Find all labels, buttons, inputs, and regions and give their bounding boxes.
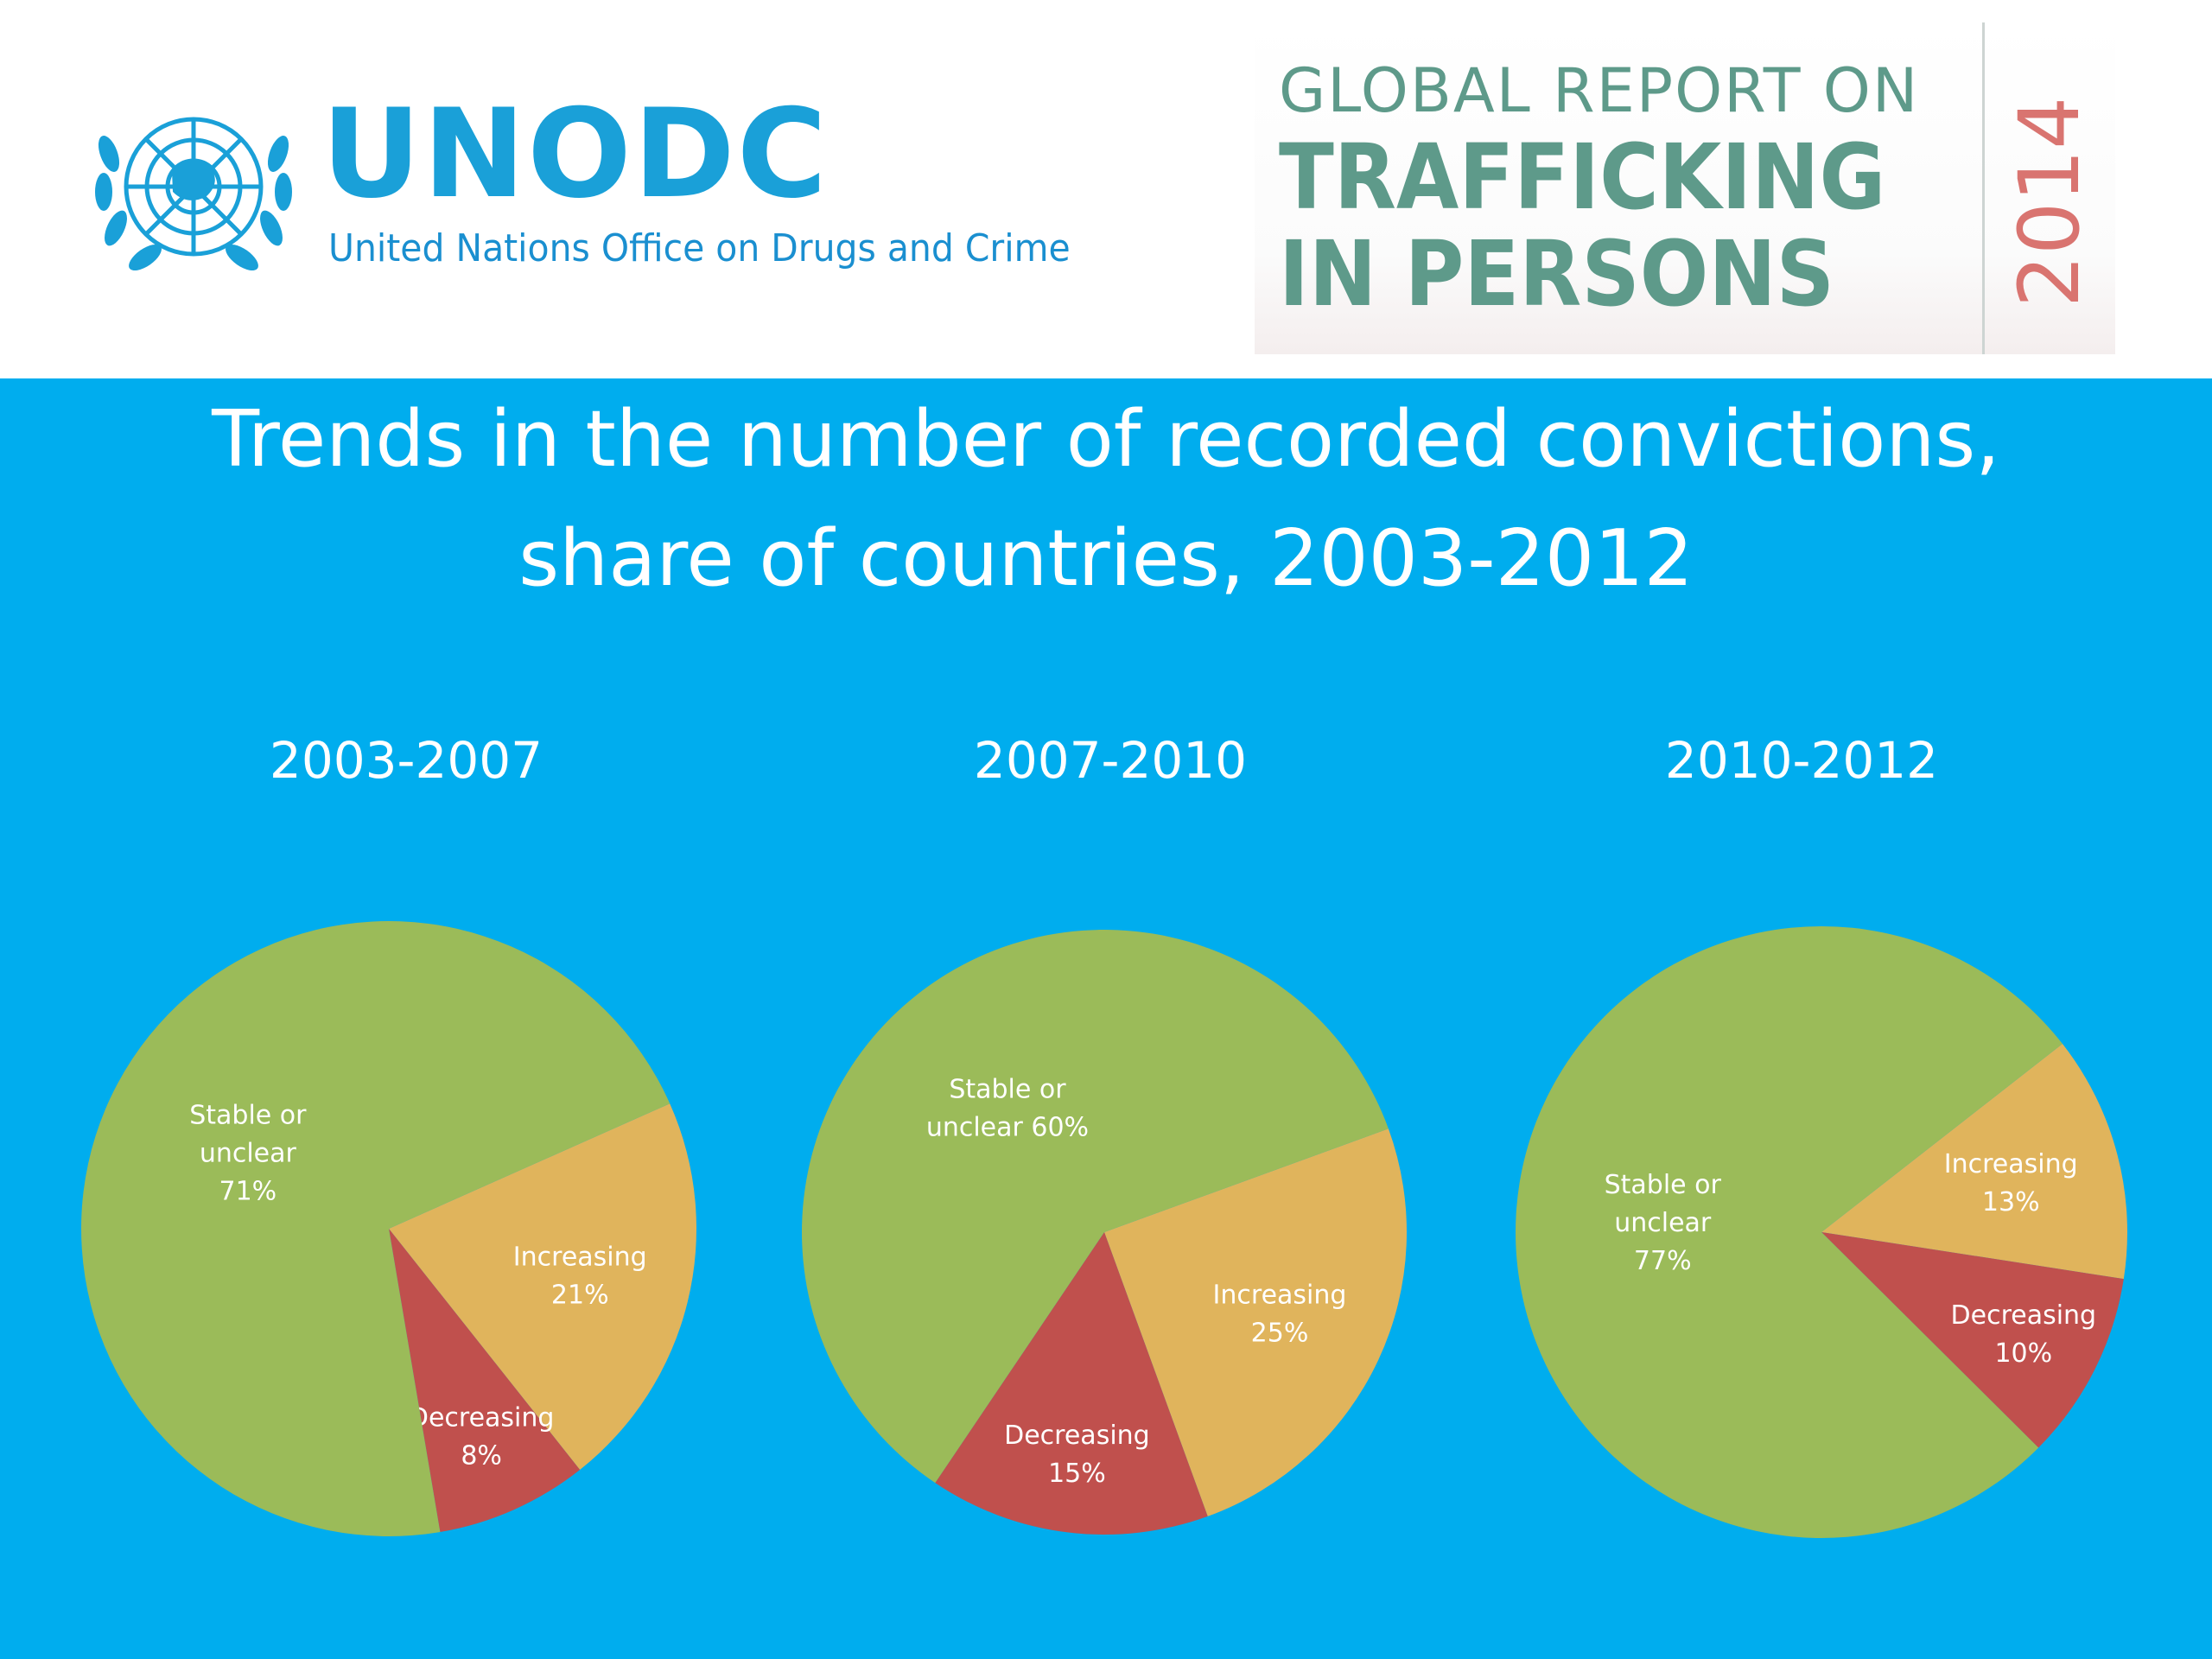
pie-label-2007-2010-decreasing: Decreasing 15% xyxy=(1004,1421,1150,1489)
pie-slice-2010-2012-decreasing xyxy=(1821,1232,2124,1448)
pie-label-2003-2007-stable-or-unclear: Stable or unclear 71% xyxy=(189,1101,307,1207)
report-header: UNODC United Nations Office on Drugs and… xyxy=(0,0,2212,378)
chart-title-line1: Trends in the number of recorded convict… xyxy=(212,394,2000,485)
chart-title: Trends in the number of recorded convict… xyxy=(0,380,2212,619)
pie-slice-2010-2012-increasing xyxy=(1821,1044,2127,1280)
report-divider xyxy=(1982,22,1985,354)
pie-label-2003-2007-decreasing: Decreasing 8% xyxy=(409,1403,555,1471)
pie-title-2010-2012: 2010-2012 xyxy=(1664,731,1939,790)
chart-title-line2: share of countries, 2003-2012 xyxy=(518,513,1694,604)
pie-slice-2007-2010-decreasing xyxy=(935,1232,1208,1535)
pie-label-2010-2012-stable-or-unclear: Stable or unclear 77% xyxy=(1605,1170,1722,1276)
pie-label-2007-2010-increasing: Increasing 25% xyxy=(1213,1281,1347,1349)
pie-label-2010-2012-increasing: Increasing 13% xyxy=(1944,1149,2078,1217)
report-title-line1: GLOBAL REPORT ON xyxy=(1279,55,1920,126)
pie-slice-2003-2007-stable-or-unclear xyxy=(81,921,671,1537)
pie-label-2003-2007-increasing: Increasing 21% xyxy=(513,1242,647,1310)
pie-slice-2003-2007-decreasing xyxy=(389,1229,581,1533)
report-title-line3: IN PERSONS xyxy=(1279,221,1835,327)
org-acronym: UNODC xyxy=(321,83,829,226)
report-logo: GLOBAL REPORT ON TRAFFICKING IN PERSONS … xyxy=(1255,22,2115,354)
pie-slice-2007-2010-increasing xyxy=(1104,1128,1407,1516)
un-emblem-icon xyxy=(95,117,292,271)
pie-slice-2007-2010-stable-or-unclear xyxy=(801,930,1389,1484)
report-title-line2: TRAFFICKING xyxy=(1279,124,1886,230)
pie-title-2007-2010: 2007-2010 xyxy=(973,731,1248,790)
pie-slice-2010-2012-stable-or-unclear xyxy=(1516,925,2063,1538)
pie-label-2010-2012-decreasing: Decreasing 10% xyxy=(1951,1300,2097,1369)
pie-slice-2003-2007-increasing xyxy=(389,1103,696,1470)
pie-title-2003-2007: 2003-2007 xyxy=(269,731,543,790)
pie-label-2007-2010-stable-or-unclear: Stable or unclear 60% xyxy=(926,1075,1089,1143)
org-name: United Nations Office on Drugs and Crime xyxy=(328,226,1071,270)
